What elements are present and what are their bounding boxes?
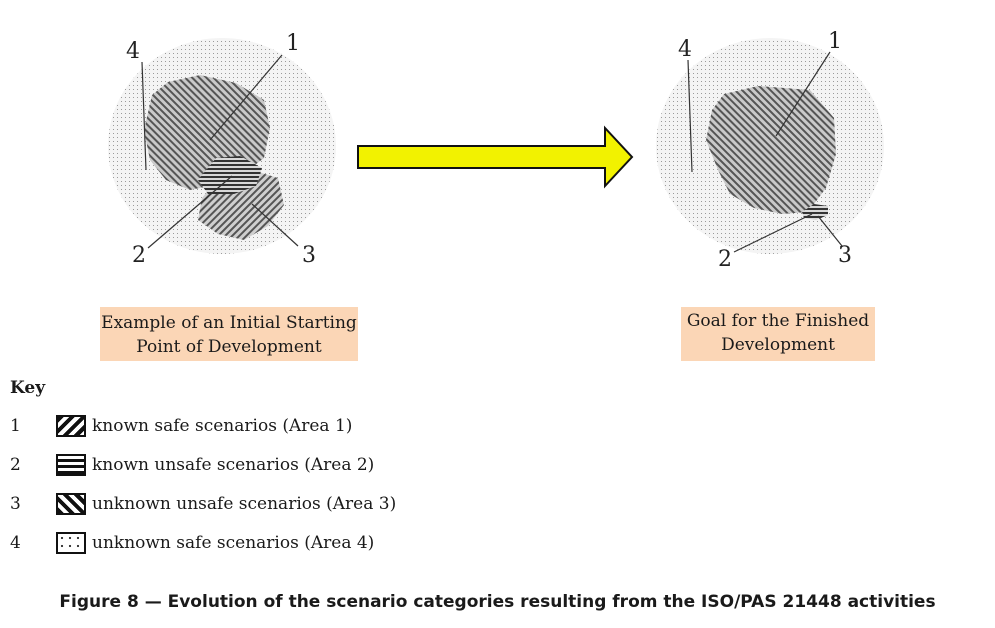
horizontal-lines-swatch-icon [56, 453, 86, 476]
right-diagram: 4 1 2 3 [656, 29, 884, 272]
left-caption-line-1: Example of an Initial Starting [101, 313, 357, 333]
key-title: Key [10, 378, 46, 398]
right-label-2: 2 [718, 247, 732, 272]
dotted-swatch-icon [56, 531, 86, 554]
key-item: 4 unknown safe scenarios (Area 4) [10, 523, 396, 562]
key-item-label: known unsafe scenarios (Area 2) [92, 454, 375, 475]
key-item-number: 1 [10, 415, 21, 436]
key-item: 2 known unsafe scenarios (Area 2) [10, 445, 396, 484]
left-label-1: 1 [286, 31, 300, 56]
figure-caption: Figure 8 — Evolution of the scenario cat… [59, 592, 936, 612]
reverse-hatch-swatch-icon [56, 492, 86, 515]
left-label-3: 3 [302, 243, 316, 268]
key-item-label: unknown unsafe scenarios (Area 3) [92, 493, 397, 514]
key-item: 3 unknown unsafe scenarios (Area 3) [10, 484, 396, 523]
evolution-arrow [357, 125, 634, 189]
right-label-3: 3 [838, 243, 852, 268]
left-caption: Example of an Initial Starting Point of … [100, 307, 358, 361]
key-item-label: known safe scenarios (Area 1) [92, 415, 353, 436]
left-diagram: 4 1 2 3 [108, 31, 336, 268]
left-label-2: 2 [132, 243, 146, 268]
right-caption: Goal for the Finished Development [681, 307, 875, 361]
right-caption-line-2: Development [721, 335, 835, 355]
right-caption-line-1: Goal for the Finished [686, 311, 870, 331]
left-caption-line-2: Point of Development [136, 337, 322, 357]
key-item: 1 known safe scenarios (Area 1) [10, 406, 396, 445]
left-area2-shape [198, 156, 262, 194]
diagonal-hatch-swatch-icon [56, 414, 86, 437]
key-item-label: unknown safe scenarios (Area 4) [92, 532, 375, 553]
right-label-1: 1 [828, 29, 842, 54]
right-area1-shape [706, 86, 836, 214]
scenario-evolution-diagram: 4 1 2 3 4 1 2 3 [108, 29, 884, 272]
key-item-number: 2 [10, 454, 21, 475]
right-label-4: 4 [678, 37, 692, 62]
key-item-number: 3 [10, 493, 21, 514]
left-label-4: 4 [126, 39, 140, 64]
key-legend: Key 1 known safe scenarios (Area 1) 2 kn… [10, 378, 396, 562]
key-item-number: 4 [10, 532, 21, 553]
